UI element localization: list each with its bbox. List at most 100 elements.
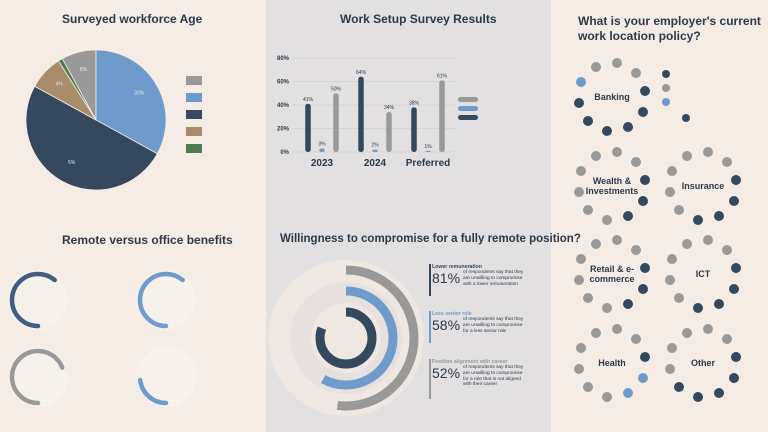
- bar-Preferred-0: [411, 107, 417, 152]
- policy-dot-wealth-investments: [583, 205, 594, 216]
- willingness-arc: [294, 286, 398, 390]
- policy-dot-other: [682, 327, 693, 338]
- policy-dot-ict: [702, 235, 713, 246]
- legend-swatch-20-25: [186, 144, 202, 153]
- willingness-row: 58% of respondents say that they are unwi…: [432, 317, 532, 335]
- willingness-rings: [268, 260, 424, 416]
- policy-dot-other: [667, 343, 678, 354]
- policy-dot-retail-e-commerce: [630, 244, 641, 255]
- legend-swatch-31-40: [186, 110, 202, 119]
- policy-dot-other: [693, 391, 704, 402]
- benefits-title: Remote versus office benefits: [62, 233, 233, 247]
- willingness-accent-bar: [429, 311, 431, 343]
- policy-dot-ict: [728, 283, 739, 294]
- willingness-percent: 58%: [432, 317, 461, 333]
- bar-data-label: 34%: [384, 105, 395, 111]
- bar-2023-1: [319, 148, 325, 152]
- bar-Preferred-1: [425, 150, 431, 152]
- policy-unit-dot: [682, 114, 690, 122]
- policy-dot-insurance: [667, 166, 678, 177]
- policy-dot-insurance: [713, 211, 724, 222]
- x-category-label: Preferred: [406, 158, 450, 169]
- benefit-ring-card: [136, 270, 196, 330]
- bar-2024-1: [372, 149, 378, 152]
- policy-dot-wealth-investments: [576, 166, 587, 177]
- policy-dot-insurance: [721, 156, 732, 167]
- survey-legend-swatch: [458, 106, 478, 111]
- pie-slice-label: 4%: [56, 81, 64, 87]
- policy-sector-label: Health: [598, 358, 626, 368]
- policy-sector-label: Other: [690, 358, 715, 368]
- policy-sector-label: Wealth & Investments: [585, 176, 639, 196]
- policy-dot-other: [728, 372, 739, 383]
- y-tick-label: 80%: [277, 56, 290, 62]
- policy-sector-label: Banking: [594, 92, 630, 102]
- policy-dot-health: [591, 327, 602, 338]
- policy-dot-ict: [713, 299, 724, 310]
- policy-dot-wealth-investments: [611, 147, 622, 158]
- policy-dot-insurance: [682, 150, 693, 161]
- willingness-arc: [315, 307, 377, 369]
- policy-dot-other: [702, 324, 713, 335]
- willingness-accent-bar: [429, 359, 431, 399]
- policy-dot-banking: [591, 61, 602, 72]
- policy-dot-ict: [664, 274, 675, 285]
- willingness-percent: 52%: [432, 365, 461, 381]
- policy-dot-wealth-investments: [591, 150, 602, 161]
- x-category-label: 2024: [364, 158, 387, 169]
- y-tick-label: 20%: [277, 127, 290, 133]
- bar-data-label: 2%: [371, 143, 379, 149]
- age-pie-chart: 8% 33% 5% 4%: [25, 49, 167, 191]
- benefit-ring-arc: [137, 348, 195, 406]
- policy-dot-ict: [721, 244, 732, 255]
- policy-dot-other: [674, 382, 685, 393]
- policy-dot-wealth-investments: [573, 186, 584, 197]
- benefit-ring: [9, 271, 67, 329]
- bar-data-label: 50%: [331, 86, 342, 92]
- policy-dot-insurance: [728, 195, 739, 206]
- policy-dot-other: [664, 363, 675, 374]
- policy-dot-health: [583, 382, 594, 393]
- bar-2023-2: [333, 93, 339, 152]
- benefit-ring: [9, 348, 67, 406]
- willingness-percent: 81%: [432, 270, 461, 286]
- willingness-arc: [273, 265, 419, 411]
- policy-title-line2: work location policy?: [578, 29, 701, 43]
- pie-slice-20-25: [57, 58, 97, 121]
- bar-Preferred-2: [439, 80, 445, 152]
- policy-dot-retail-e-commerce: [622, 299, 633, 310]
- policy-dot-insurance: [664, 186, 675, 197]
- policy-dot-health: [576, 343, 587, 354]
- bar-data-label: 38%: [409, 100, 420, 106]
- bar-data-label: 61%: [437, 73, 448, 79]
- policy-dot-ict: [682, 238, 693, 249]
- benefit-ring: [137, 271, 195, 329]
- policy-dot-ict: [731, 263, 742, 274]
- willingness-row: 52% of respondents say that they are unwi…: [432, 365, 532, 388]
- policy-dot-health: [622, 388, 633, 399]
- policy-sector-label: Insurance: [681, 181, 725, 191]
- benefit-ring-arc: [137, 271, 195, 329]
- policy-dot-retail-e-commerce: [602, 302, 613, 313]
- policy-dot-banking: [637, 106, 648, 117]
- survey-legend-swatch: [458, 115, 478, 120]
- policy-dot-wealth-investments: [630, 156, 641, 167]
- policy-dot-retail-e-commerce: [637, 283, 648, 294]
- policy-dot-retail-e-commerce: [576, 254, 587, 265]
- policy-title-line1: What is your employer's current: [578, 14, 761, 28]
- policy-dot-health: [630, 333, 641, 344]
- survey-bar-chart: 80% 60% 40% 20% 0% 41% 3% 50% 2023 64% 2% 34% 2024 38…: [277, 56, 456, 169]
- policy-dot-banking: [573, 97, 584, 108]
- willingness-label: Lower remuneration: [432, 264, 482, 270]
- benefit-ring-arc: [9, 348, 67, 406]
- policy-dot-banking: [640, 86, 651, 97]
- policy-dot-wealth-investments: [602, 214, 613, 225]
- policy-dot-retail-e-commerce: [583, 293, 594, 304]
- policy-dot-health: [602, 391, 613, 402]
- benefit-ring-card: [8, 347, 68, 407]
- bar-2024-2: [386, 112, 392, 152]
- pie-slice-label: 33%: [134, 90, 145, 96]
- policy-dot-other: [713, 388, 724, 399]
- willingness-accent-bar: [429, 264, 431, 296]
- willingness-item: Lower remuneration 81% of respondents say …: [429, 264, 532, 296]
